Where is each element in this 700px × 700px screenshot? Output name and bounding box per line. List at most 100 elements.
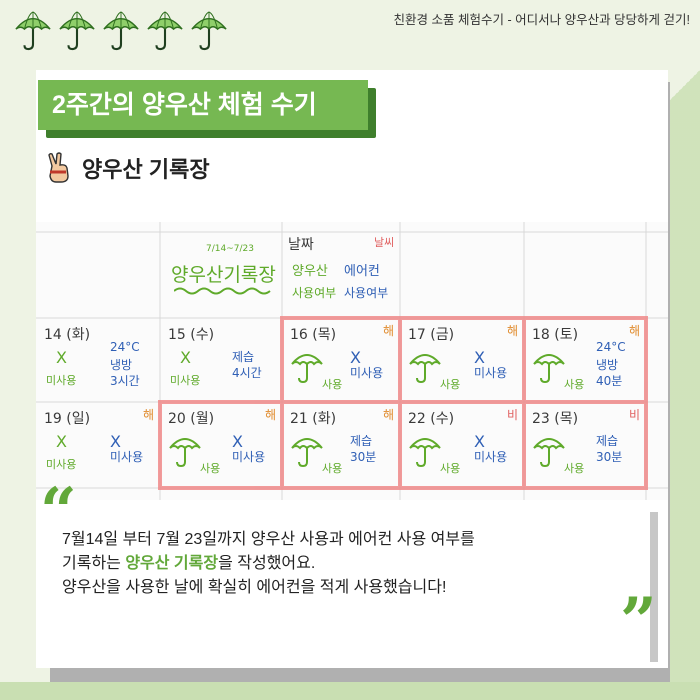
day-date: 17 (금) bbox=[408, 327, 455, 343]
day-date: 18 (토) bbox=[532, 327, 579, 343]
umbrella-icon bbox=[103, 11, 139, 51]
day-date: 22 (수) bbox=[408, 411, 455, 427]
ac-status-line: 24°C bbox=[110, 340, 140, 354]
umbrella-status: 미사용 bbox=[46, 374, 77, 387]
umbrella-status: 사용 bbox=[322, 378, 343, 391]
ac-status-line: 미사용 bbox=[110, 450, 144, 464]
body-line-2-suffix: 을 작성했어요. bbox=[218, 555, 316, 572]
calendar-day-cell: 15 (수) X 미사용 제습 4시간 bbox=[160, 318, 282, 402]
umbrella-used-icon bbox=[290, 348, 324, 388]
page-title: 2주간의 양우산 체험 수기 bbox=[38, 80, 368, 130]
ac-status-line: 3시간 bbox=[110, 374, 140, 388]
umbrella-mark: X bbox=[180, 348, 191, 367]
umbrella-status: 사용 bbox=[322, 462, 343, 475]
ac-status-line: 미사용 bbox=[474, 450, 508, 464]
ac-status-line: X bbox=[232, 432, 243, 451]
ac-status-line: X bbox=[474, 348, 485, 367]
wavy-underline bbox=[174, 287, 271, 295]
umbrella-used-icon bbox=[532, 348, 566, 388]
header-caption: 친환경 소품 체험수기 - 어디서나 양우산과 당당하게 걷기! bbox=[393, 13, 690, 27]
umbrella-used-icon bbox=[408, 432, 442, 472]
calendar-day-cell: 14 (화) X 미사용 24°C 냉방 3시간 bbox=[36, 318, 160, 402]
legend-col2-line2: 사용여부 bbox=[344, 286, 389, 300]
umbrella-status: 미사용 bbox=[170, 374, 201, 387]
calendar-range: 7/14~7/23 bbox=[206, 244, 254, 254]
ac-status-line: 제습 bbox=[596, 434, 619, 448]
ac-status-line: 미사용 bbox=[474, 366, 508, 380]
day-date: 14 (화) bbox=[44, 327, 91, 343]
umbrella-used-icon bbox=[168, 432, 202, 472]
ac-status-line: 4시간 bbox=[232, 366, 262, 380]
umbrella-icon bbox=[191, 11, 227, 51]
umbrella-calendar: 7/14~7/23 양우산기록장 날짜 날씨 양우산 사용여부 에어컨 사용여부… bbox=[36, 222, 668, 500]
day-date: 20 (월) bbox=[168, 411, 215, 427]
background-bottom-band bbox=[0, 682, 700, 700]
calendar-day-cell: 23 (목) 비 사용 제습 30분 bbox=[524, 402, 646, 488]
body-line-3: 양우산을 사용한 날에 확실히 에어컨을 적게 사용했습니다! bbox=[62, 579, 447, 596]
legend-col1-line2: 사용여부 bbox=[292, 286, 337, 300]
ac-status-line: 24°C bbox=[596, 340, 626, 354]
ac-status-line: 제습 bbox=[350, 434, 373, 448]
victory-hand-icon bbox=[48, 152, 69, 183]
umbrella-icon bbox=[15, 11, 51, 51]
umbrella-status: 사용 bbox=[564, 462, 585, 475]
ac-status-line: X bbox=[350, 348, 361, 367]
body-line-2: 기록하는 양우산 기록장을 작성했어요. bbox=[62, 552, 475, 576]
ac-status-line: 30분 bbox=[596, 450, 623, 464]
day-weather: 해 bbox=[382, 408, 394, 422]
umbrella-used-icon bbox=[408, 348, 442, 388]
subtitle-row: 양우산 기록장 bbox=[44, 152, 210, 184]
body-text: 7월14일 부터 7월 23일까지 양우산 사용과 에어컨 사용 여부를 기록하… bbox=[62, 528, 475, 600]
ac-status-line: 미사용 bbox=[232, 450, 266, 464]
section-subtitle: 양우산 기록장 bbox=[82, 157, 210, 182]
calendar-day-cell: 19 (일) 해 X 미사용 X 미사용 bbox=[36, 402, 160, 488]
body-line-1: 7월14일 부터 7월 23일까지 양우산 사용과 에어컨 사용 여부를 bbox=[62, 531, 475, 548]
ac-status-line: X bbox=[110, 432, 121, 451]
umbrella-status: 미사용 bbox=[46, 458, 77, 471]
ac-status-line: 30분 bbox=[350, 450, 377, 464]
umbrella-icon bbox=[59, 11, 95, 51]
legend-col1-line1: 양우산 bbox=[292, 264, 328, 279]
day-weather: 해 bbox=[506, 324, 518, 338]
ac-status-line: 제습 bbox=[232, 350, 255, 364]
open-quote-icon: “ bbox=[40, 474, 77, 549]
quote-side-shadow bbox=[650, 512, 658, 662]
umbrella-status: 사용 bbox=[564, 378, 585, 391]
close-quote-icon: ” bbox=[620, 584, 657, 659]
day-date: 16 (목) bbox=[290, 327, 337, 343]
day-date: 19 (일) bbox=[44, 411, 91, 427]
ac-status-line: 냉방 bbox=[110, 358, 133, 372]
day-weather: 해 bbox=[142, 408, 154, 422]
umbrella-icon bbox=[147, 11, 183, 51]
calendar-title: 양우산기록장 bbox=[171, 264, 276, 286]
umbrella-used-icon bbox=[290, 432, 324, 472]
day-weather: 해 bbox=[264, 408, 276, 422]
day-date: 15 (수) bbox=[168, 327, 215, 343]
day-weather: 해 bbox=[382, 324, 394, 338]
body-highlight: 양우산 기록장 bbox=[125, 555, 219, 572]
day-date: 21 (화) bbox=[290, 411, 337, 427]
ac-status-line: 미사용 bbox=[350, 366, 384, 380]
umbrella-icon-row bbox=[14, 10, 228, 52]
legend-weather-label: 날씨 bbox=[374, 236, 395, 249]
calendar-grid bbox=[36, 222, 668, 500]
umbrella-mark: X bbox=[56, 348, 67, 367]
day-date: 23 (목) bbox=[532, 411, 579, 427]
ac-status-line: 40분 bbox=[596, 374, 623, 388]
body-line-2-prefix: 기록하는 bbox=[62, 555, 126, 572]
umbrella-mark: X bbox=[56, 432, 67, 451]
day-weather: 비 bbox=[506, 408, 518, 422]
umbrella-status: 사용 bbox=[440, 462, 461, 475]
umbrella-used-icon bbox=[532, 432, 566, 472]
day-weather: 해 bbox=[628, 324, 640, 338]
ac-status-line: 냉방 bbox=[596, 358, 619, 372]
umbrella-status: 사용 bbox=[200, 462, 221, 475]
umbrella-status: 사용 bbox=[440, 378, 461, 391]
ac-status-line: X bbox=[474, 432, 485, 451]
